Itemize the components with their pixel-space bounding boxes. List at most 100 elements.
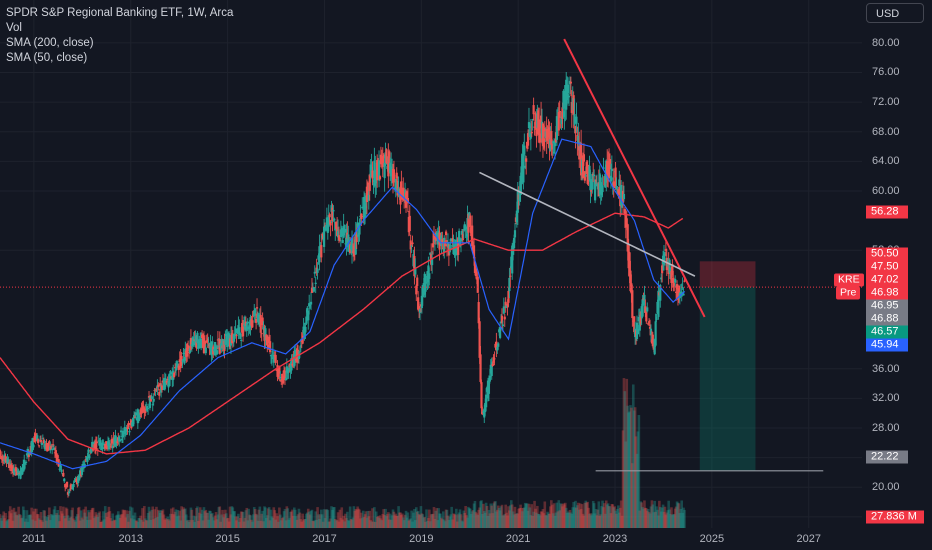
currency-button[interactable]: USD xyxy=(866,3,924,23)
volume-bar xyxy=(269,509,273,528)
volume-bar xyxy=(655,506,658,528)
volume-bar xyxy=(36,514,40,528)
volume-bar xyxy=(48,520,52,528)
candle xyxy=(126,426,129,430)
volume-bar xyxy=(380,520,384,528)
volume-bar xyxy=(410,510,413,528)
volume-bar xyxy=(48,507,51,528)
volume-bar xyxy=(126,514,129,528)
volume-bar xyxy=(579,509,583,528)
volume-bar xyxy=(242,521,246,528)
volume-bar xyxy=(681,512,684,528)
volume-bar xyxy=(225,518,229,528)
volume-bar xyxy=(531,515,534,528)
candle xyxy=(124,433,127,435)
volume-bar xyxy=(683,509,686,528)
candle xyxy=(52,447,56,451)
volume-bar xyxy=(256,520,260,528)
volume-bar xyxy=(666,510,670,528)
volume-bar xyxy=(156,516,159,528)
volume-bar xyxy=(70,510,74,528)
volume-bar xyxy=(138,518,141,528)
candle xyxy=(490,362,493,376)
volume-bar xyxy=(143,506,146,528)
volume-bar xyxy=(246,520,250,528)
volume-bar xyxy=(173,511,177,528)
volume-bar xyxy=(637,415,641,528)
candle xyxy=(39,440,43,443)
trendline-red xyxy=(563,38,706,318)
volume-bar xyxy=(363,514,367,528)
volume-bar xyxy=(533,500,536,528)
volume-bar xyxy=(69,516,73,528)
volume-bar xyxy=(498,510,502,528)
volume-bar xyxy=(354,508,358,528)
volume-bar xyxy=(281,517,285,528)
candle xyxy=(238,327,241,334)
volume-bar xyxy=(313,520,317,528)
candle xyxy=(189,338,193,350)
volume-bar xyxy=(286,508,290,528)
volume-bar xyxy=(453,514,456,528)
volume-bar xyxy=(495,511,498,528)
candle xyxy=(601,185,604,193)
volume-bar xyxy=(534,508,537,528)
volume-bar xyxy=(192,515,196,528)
volume-bar xyxy=(434,510,438,528)
candle xyxy=(127,423,130,428)
volume-bar xyxy=(577,509,581,528)
volume-bar xyxy=(38,519,42,528)
volume-bar xyxy=(360,517,364,528)
volume-bar xyxy=(67,520,71,528)
volume-bar xyxy=(312,521,316,528)
candle xyxy=(662,253,666,262)
volume-bar xyxy=(403,514,407,528)
candle xyxy=(474,268,477,276)
volume-bar xyxy=(418,514,422,528)
candle xyxy=(35,434,38,436)
candle xyxy=(501,324,504,327)
volume-bar xyxy=(0,520,4,528)
candle xyxy=(630,283,633,294)
volume-bar xyxy=(207,519,210,528)
volume-bar xyxy=(152,519,155,528)
candle xyxy=(615,186,618,189)
volume-bar xyxy=(557,500,561,528)
candle xyxy=(333,218,336,221)
volume-bar xyxy=(261,510,264,528)
volume-bar xyxy=(171,507,175,528)
volume-bar xyxy=(401,513,404,528)
volume-bar xyxy=(509,505,512,528)
volume-bar xyxy=(293,509,297,528)
candle xyxy=(234,328,237,335)
candle xyxy=(497,343,500,347)
volume-bar xyxy=(490,505,494,528)
volume-bar xyxy=(113,519,116,528)
volume-bar xyxy=(663,506,667,528)
candle xyxy=(643,294,646,306)
volume-bar xyxy=(391,509,395,528)
volume-bar xyxy=(404,510,408,528)
volume-bar xyxy=(93,516,97,528)
volume-bar xyxy=(590,515,593,528)
volume-bar xyxy=(149,519,153,528)
volume-bar xyxy=(205,512,209,528)
candle xyxy=(23,459,26,470)
candle xyxy=(80,467,84,475)
volume-bar xyxy=(104,512,108,528)
volume-bar xyxy=(502,515,506,528)
volume-bar xyxy=(164,518,168,528)
volume-bar xyxy=(365,517,369,528)
volume-bar xyxy=(147,506,151,528)
volume-bar xyxy=(414,507,418,528)
candle xyxy=(255,318,258,323)
volume-bar xyxy=(559,503,562,528)
price-badge: 45.94 xyxy=(866,338,908,352)
volume-bar xyxy=(428,509,431,528)
volume-bar xyxy=(114,520,117,528)
y-tick-label: 68.00 xyxy=(872,125,900,138)
volume-bar xyxy=(577,502,580,528)
volume-bar xyxy=(401,517,405,528)
candle xyxy=(0,450,2,458)
